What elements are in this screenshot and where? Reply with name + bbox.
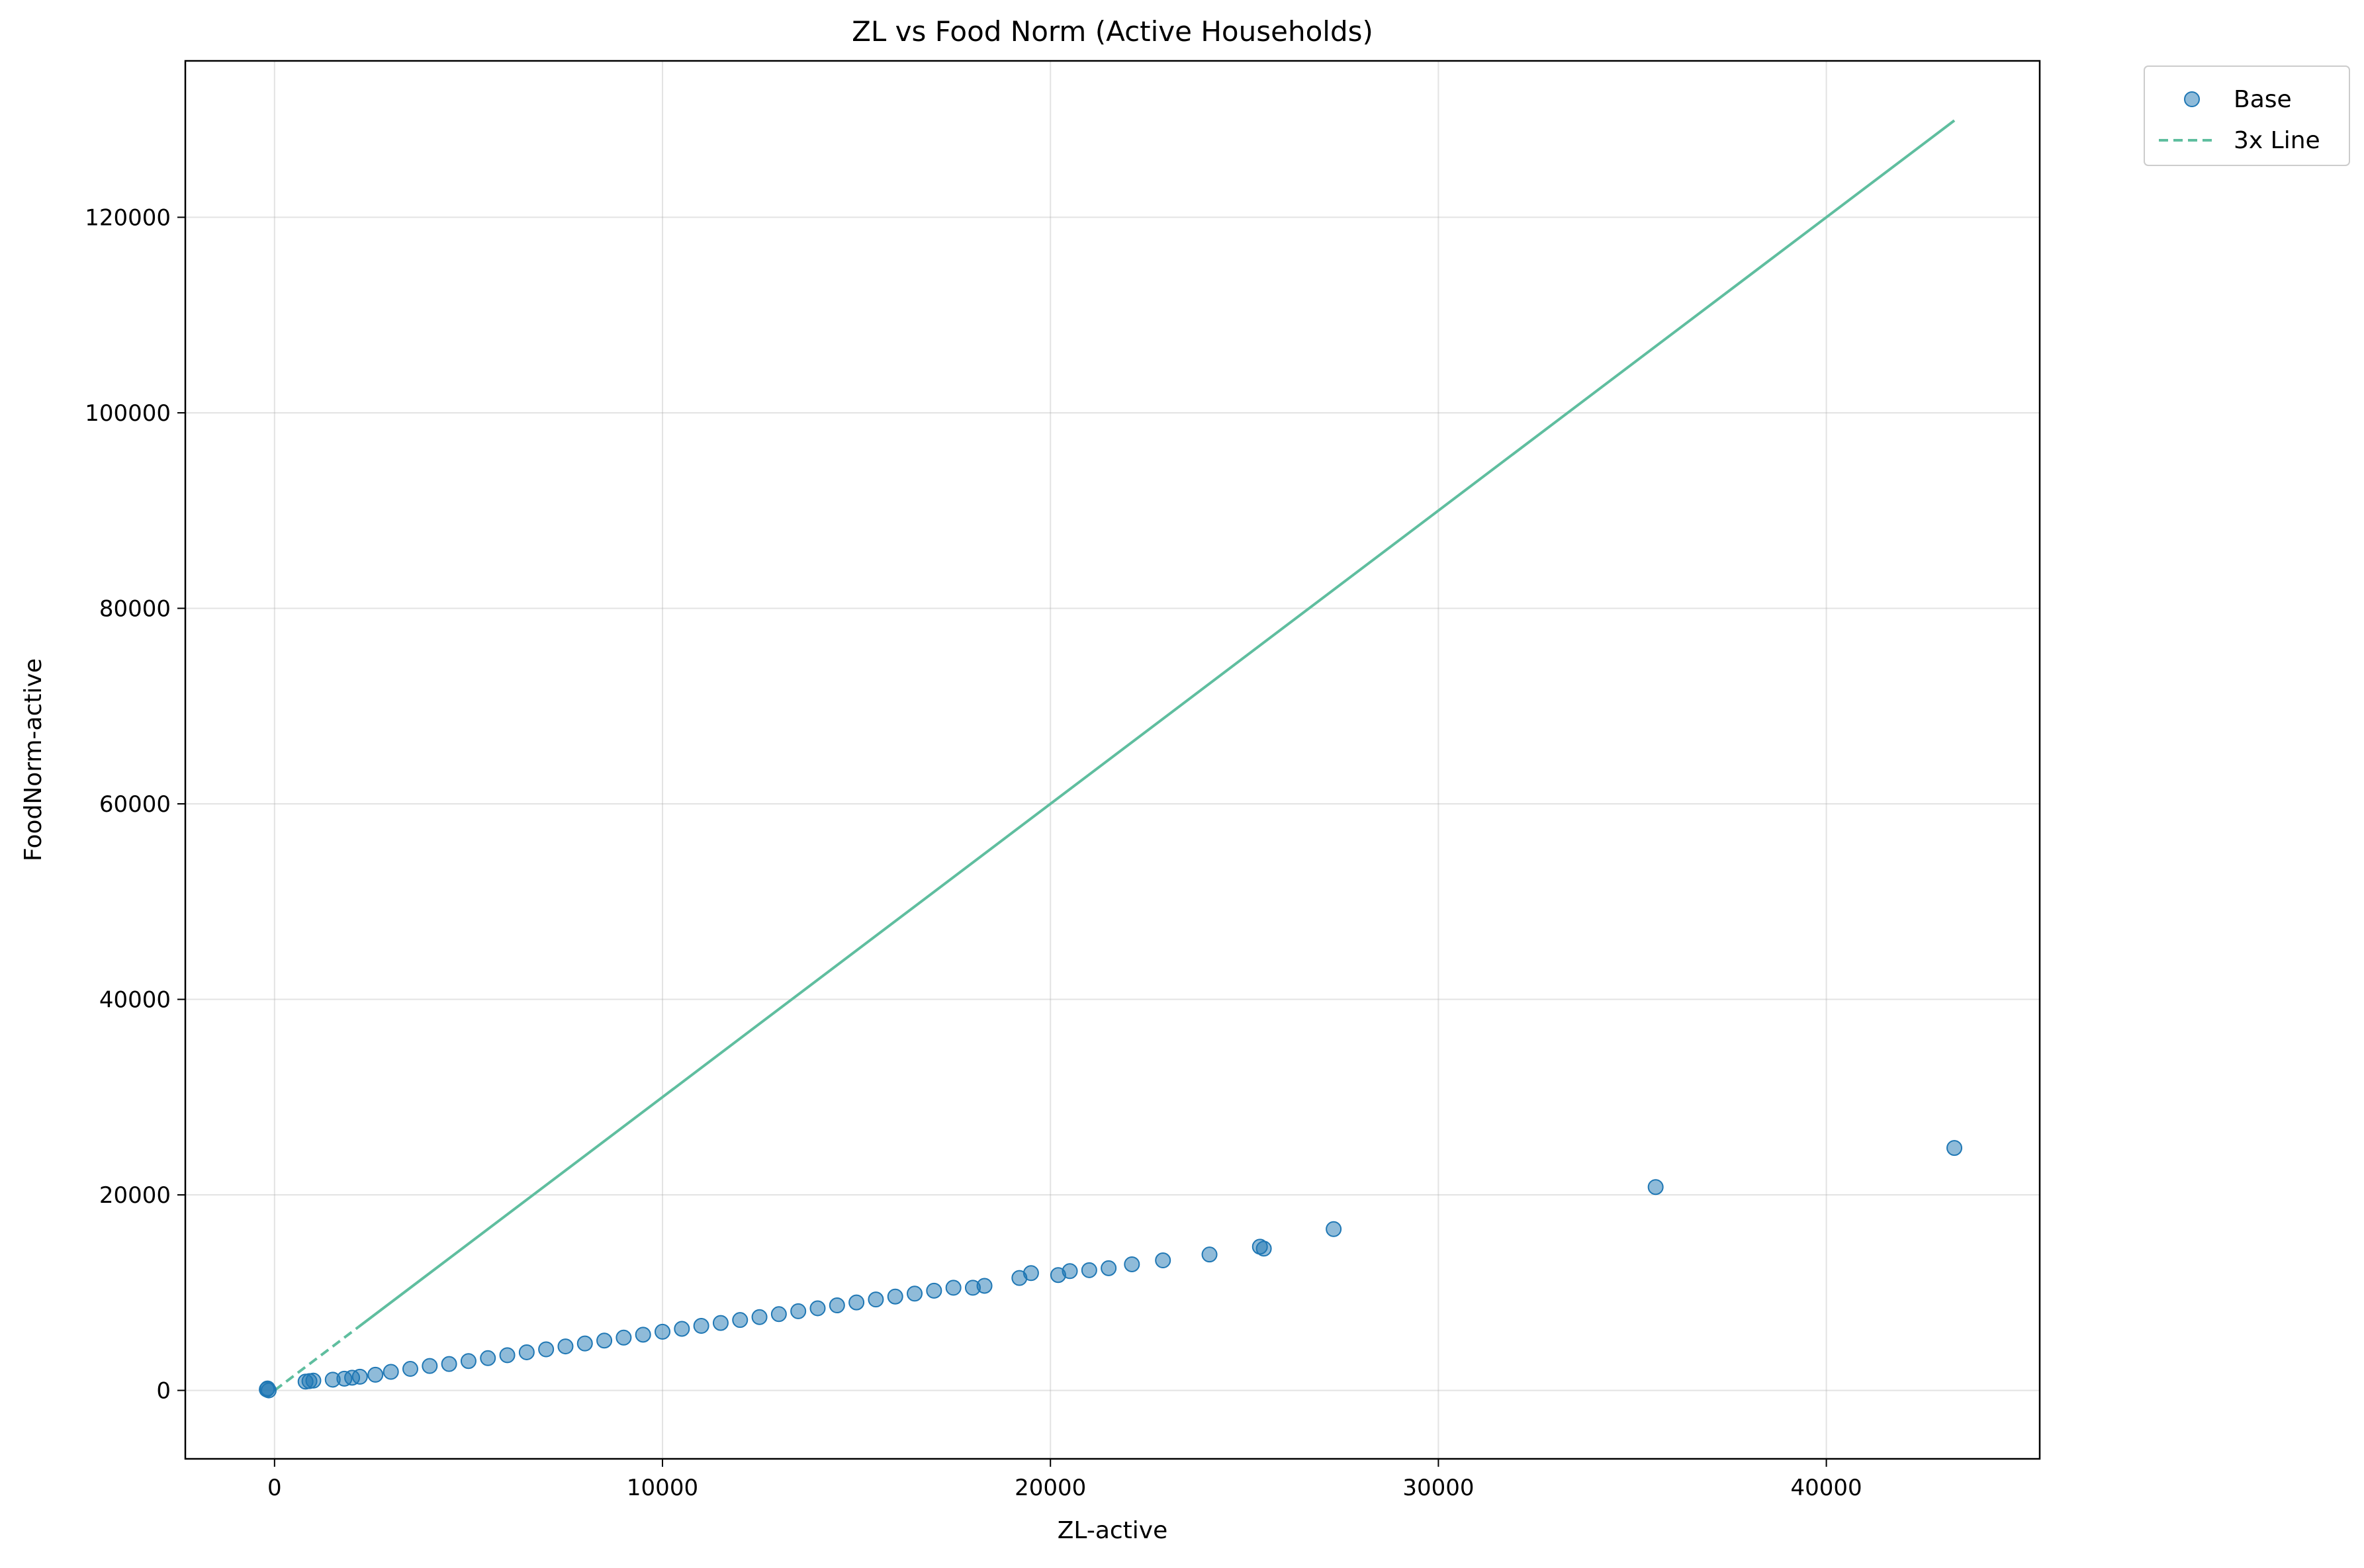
scatter-point bbox=[751, 1309, 768, 1325]
scatter-point bbox=[770, 1306, 787, 1323]
scatter-point bbox=[732, 1312, 749, 1328]
y-axis-label: FoodNorm-active bbox=[20, 658, 47, 861]
x-tick-label: 30000 bbox=[1402, 1475, 1474, 1501]
scatter-point bbox=[868, 1291, 884, 1308]
y-tick-label: 60000 bbox=[99, 791, 171, 818]
plot-frame bbox=[184, 60, 2041, 1460]
scatter-point bbox=[848, 1294, 865, 1311]
scatter-point bbox=[1155, 1252, 1171, 1269]
scatter-point bbox=[1062, 1263, 1078, 1280]
scatter-point bbox=[576, 1335, 593, 1352]
y-tick-label: 120000 bbox=[85, 204, 171, 231]
scatter-point bbox=[1946, 1140, 1963, 1156]
scatter-point bbox=[383, 1364, 399, 1380]
scatter-point bbox=[460, 1353, 477, 1370]
x-tick-label: 20000 bbox=[1015, 1475, 1086, 1501]
x-tick-label: 40000 bbox=[1791, 1475, 1862, 1501]
scatter-point bbox=[926, 1282, 942, 1299]
legend-marker-base bbox=[2184, 91, 2200, 107]
scatter-point bbox=[596, 1332, 613, 1349]
scatter-point bbox=[1647, 1179, 1664, 1196]
scatter-point bbox=[976, 1278, 993, 1294]
scatter-point bbox=[557, 1338, 574, 1355]
scatter-point bbox=[790, 1303, 807, 1319]
scatter-point bbox=[615, 1329, 632, 1346]
scatter-point bbox=[518, 1344, 535, 1360]
scatter-point bbox=[945, 1280, 962, 1296]
y-tick-label: 40000 bbox=[99, 987, 171, 1014]
scatter-point bbox=[259, 1380, 276, 1397]
scatter-point bbox=[1201, 1246, 1218, 1263]
y-tick-label: 0 bbox=[156, 1378, 171, 1405]
scatter-point bbox=[1326, 1221, 1342, 1237]
scatter-point bbox=[693, 1318, 709, 1334]
reference-lines bbox=[273, 119, 1956, 1392]
scatter-point bbox=[1081, 1262, 1097, 1278]
scatter-point bbox=[635, 1327, 651, 1343]
scatter-point bbox=[367, 1366, 384, 1383]
scatter-point bbox=[809, 1300, 826, 1317]
scatter-point bbox=[351, 1368, 368, 1385]
scatter-points bbox=[259, 1140, 1963, 1399]
scatter-point bbox=[305, 1372, 322, 1389]
legend-label-base: Base bbox=[2234, 86, 2292, 113]
legend-label-3x-line: 3x Line bbox=[2234, 127, 2320, 154]
scatter-point bbox=[655, 1323, 671, 1340]
y-tick-label: 100000 bbox=[85, 400, 171, 427]
scatter-point bbox=[538, 1341, 555, 1358]
scatter-point bbox=[712, 1315, 729, 1331]
scatter-point bbox=[1124, 1256, 1140, 1272]
scatter-point bbox=[829, 1297, 845, 1314]
chart-title: ZL vs Food Norm (Active Households) bbox=[852, 15, 1373, 48]
scatter-point bbox=[1255, 1241, 1272, 1257]
scatter-point bbox=[1101, 1260, 1117, 1276]
x-axis-label: ZL-active bbox=[1058, 1517, 1168, 1544]
scatter-point bbox=[480, 1350, 496, 1366]
scatter-point bbox=[422, 1358, 438, 1374]
scatter-point bbox=[499, 1347, 516, 1364]
y-tick-label: 80000 bbox=[99, 595, 171, 622]
scatter-point bbox=[441, 1356, 457, 1372]
scatter-point bbox=[674, 1321, 690, 1337]
grid bbox=[185, 61, 2040, 1459]
x-tick-label: 10000 bbox=[627, 1475, 698, 1501]
axis-ticks: 0 10000 20000 30000 40000 0 20000 40000 60000 800… bbox=[85, 204, 1862, 1501]
legend: Base 3x Line bbox=[2144, 65, 2350, 166]
scatter-point bbox=[402, 1361, 418, 1377]
reference-line-3x bbox=[357, 119, 1956, 1328]
scatter-point bbox=[887, 1288, 903, 1305]
scatter-point bbox=[1023, 1265, 1039, 1282]
reference-line-3x-dashed bbox=[273, 1325, 359, 1392]
y-tick-label: 20000 bbox=[99, 1182, 171, 1209]
x-tick-label: 0 bbox=[267, 1475, 282, 1501]
scatter-point bbox=[907, 1285, 923, 1302]
